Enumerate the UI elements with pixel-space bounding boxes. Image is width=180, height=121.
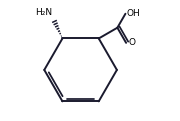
Text: O: O: [128, 38, 135, 47]
Text: H₂N: H₂N: [35, 8, 52, 17]
Text: OH: OH: [127, 9, 141, 18]
